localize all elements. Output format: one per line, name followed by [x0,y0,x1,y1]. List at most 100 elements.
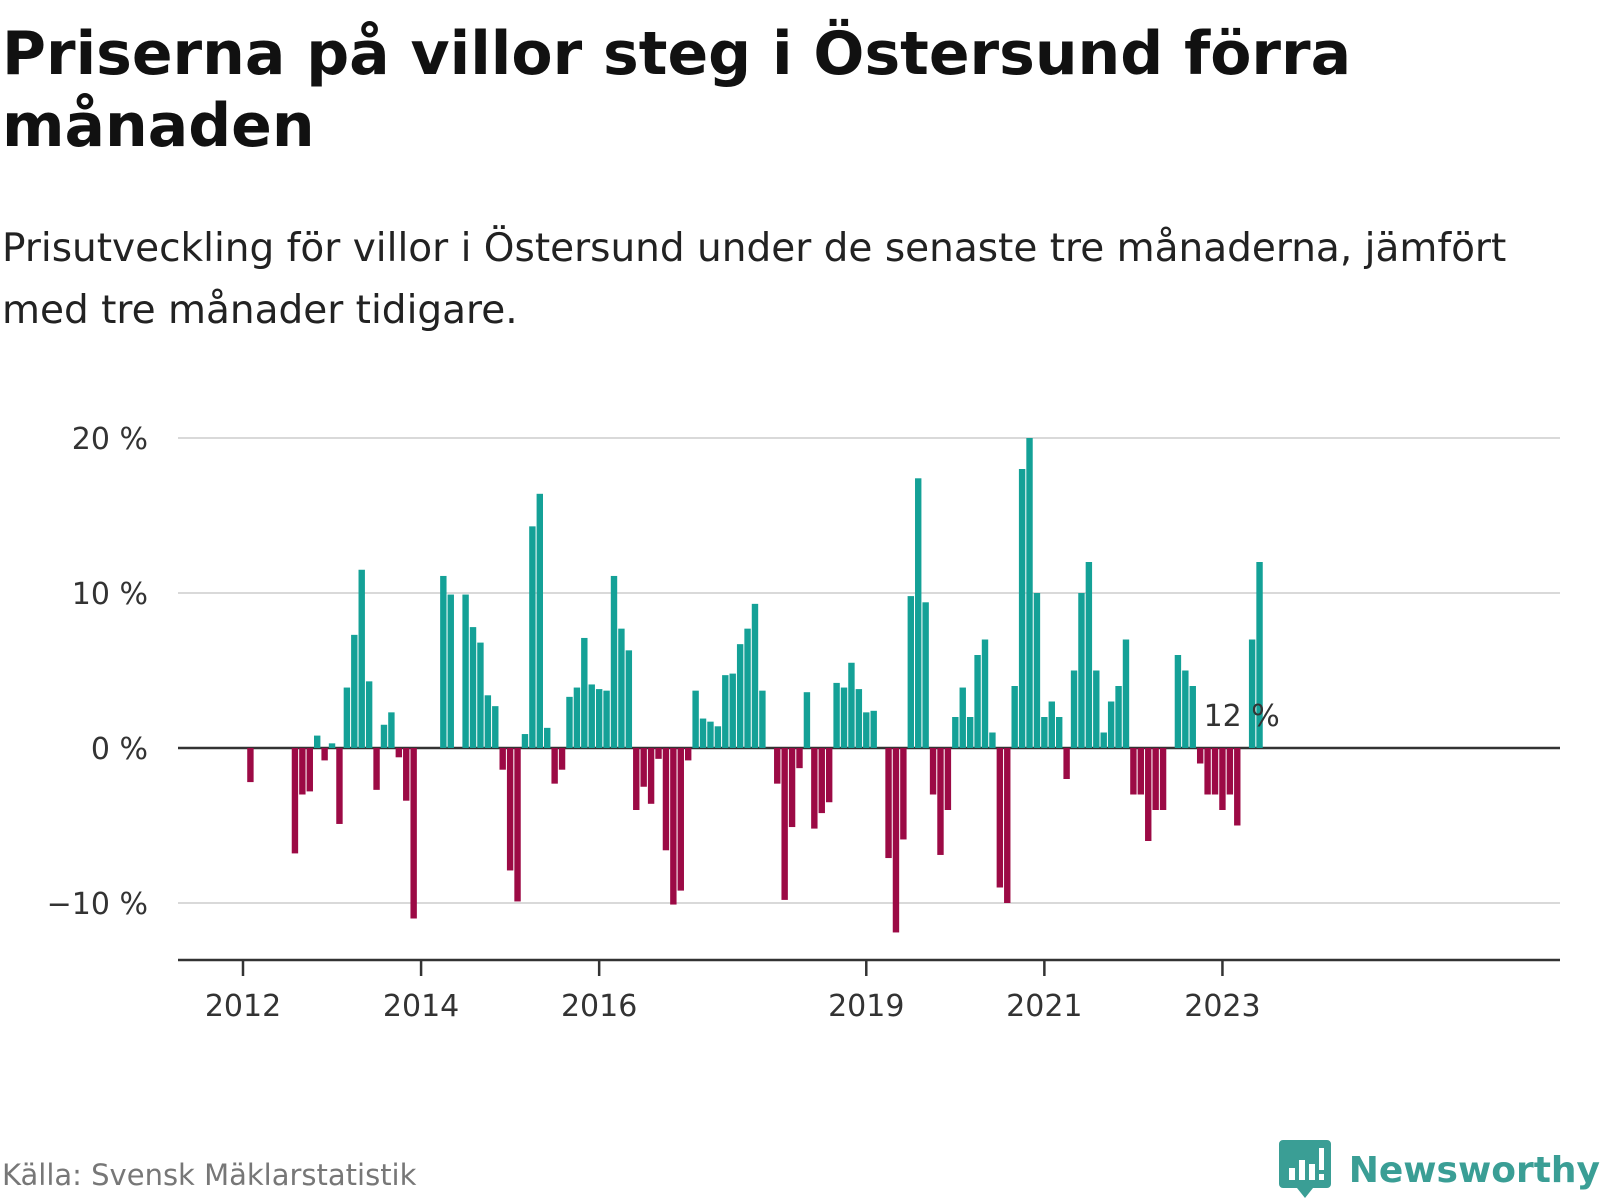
bar-positive [484,695,492,748]
x-tick-label: 2014 [383,989,459,1024]
bar-positive [729,673,736,748]
bar-negative [299,748,306,795]
y-tick-label: 20 % [72,422,148,457]
bar-negative [1211,748,1219,795]
bar-positive [848,662,855,748]
bar-positive [1248,639,1256,748]
annotations: 12 % [1204,699,1280,734]
bar-positive [981,639,989,748]
bar-positive [447,594,454,748]
bar-negative [1063,748,1070,779]
bar-positive [833,682,840,748]
bar-positive [707,721,714,748]
bar-positive [1107,701,1115,748]
bar-positive [469,627,477,748]
gridlines [178,437,1560,904]
x-tick-label: 2021 [1006,989,1082,1024]
x-tick-label: 2023 [1184,989,1260,1024]
bar-positive [365,681,373,748]
y-tick-label: 10 % [72,577,148,612]
bar-positive [1189,686,1196,748]
bar-positive [744,628,751,748]
value-annotation: 12 % [1204,699,1280,734]
bar-negative [403,748,410,801]
bar-positive [1093,670,1100,748]
bar-negative [1145,748,1152,841]
bar-negative [499,748,506,770]
bar-positive [1256,562,1263,748]
bar-positive [915,478,922,748]
newsworthy-logo-icon [1278,1140,1331,1198]
bar-positive [1122,639,1130,748]
bar-positive [840,687,848,748]
bar-positive [603,690,610,748]
bar-positive [989,732,996,748]
bar-positive [492,706,499,748]
bar-negative [640,748,647,787]
bar-negative [410,748,417,919]
bar-negative [395,748,403,758]
bar-positive [974,655,981,748]
bar-positive [477,642,484,748]
bar-negative [685,748,692,761]
bar-negative [306,748,313,792]
bar-negative [781,748,788,900]
bar-positive [1174,655,1182,748]
bar-positive [566,696,573,748]
bar-positive [1085,562,1093,748]
bar-positive [544,727,551,748]
bar-positive [722,675,729,748]
bar-negative [514,748,521,902]
bar-negative [1219,748,1226,810]
bar-negative [647,748,655,804]
bar-negative [900,748,907,840]
bar-positive [966,717,974,748]
bar-positive [610,575,618,748]
bar-positive [863,712,870,748]
bar-positive [581,637,588,748]
bar-negative [1204,748,1211,795]
bar-positive [922,602,929,748]
bar-negative [818,748,825,814]
bar-negative [662,748,670,851]
bar-positive [314,735,321,748]
bar-positive [343,687,351,748]
bar-negative [655,748,662,759]
bar-positive [1182,670,1189,748]
bar-positive [736,644,744,748]
bar-negative [1137,748,1145,795]
bar-positive [1100,732,1107,748]
bar-negative [336,748,343,824]
bar-negative [892,748,900,933]
bar-positive [699,718,707,748]
bar-positive [1078,593,1085,748]
bar-positive [588,684,595,748]
bar-positive [714,726,722,748]
bar-positive [536,493,543,748]
bar-positive [1026,438,1033,748]
bar-negative [774,748,781,784]
x-tick-label: 2019 [828,989,904,1024]
bar-negative [1004,748,1011,903]
bar-negative [1226,748,1234,795]
bar-positive [618,628,625,748]
bar-negative [373,748,380,790]
bar-negative [247,748,254,783]
bar-negative [937,748,944,855]
x-tick-label: 2016 [561,989,637,1024]
bar-positive [1048,701,1055,748]
bar-negative [1234,748,1241,826]
bar-negative [1196,748,1204,764]
bar-positive [803,692,811,748]
bars [247,438,1263,933]
bar-positive [595,689,603,748]
bar-positive [1033,593,1041,748]
bar-positive [907,596,914,748]
bar-positive [380,724,388,748]
bar-negative [796,748,803,769]
bar-negative [944,748,952,810]
bar-negative [321,748,328,761]
chart-title: Priserna på villor steg i Östersund förr… [2,19,1352,161]
bar-positive [573,687,581,748]
bar-positive [870,710,877,748]
